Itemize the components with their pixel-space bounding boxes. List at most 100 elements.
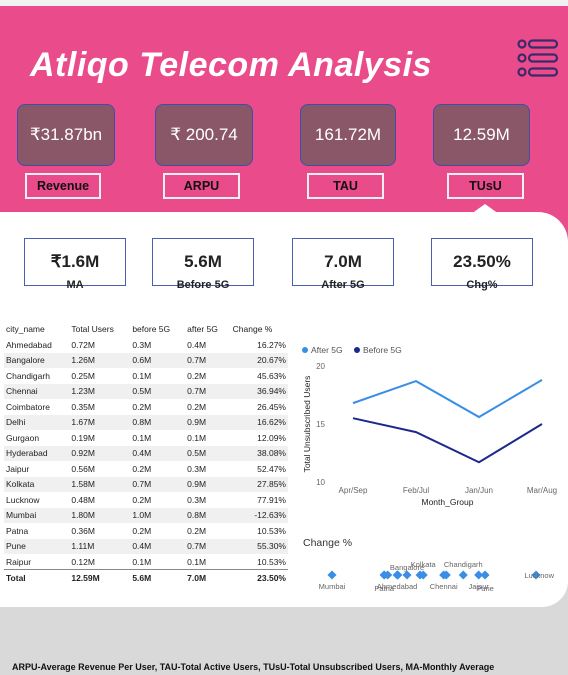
x-tick-label: Feb/Jul: [403, 486, 429, 495]
table-row[interactable]: Chennai 1.23M 0.5M 0.7M 36.94%: [4, 383, 288, 399]
col-header-city[interactable]: city_name: [6, 323, 45, 334]
before-5g-cell: 0.4M: [130, 538, 186, 554]
before-5g-cell: 0.1M: [132, 432, 152, 443]
before-5g-cell: 0.4M: [130, 445, 186, 461]
menu-icon[interactable]: [517, 38, 559, 78]
metric-ma-label: MA: [66, 279, 84, 291]
after-5g-cell: 0.7M: [185, 538, 231, 554]
total-users-cell: 1.58M: [69, 476, 131, 492]
change-cell: 52.47%: [257, 463, 286, 474]
total-users-cell: 0.19M: [71, 432, 95, 443]
kpi-arpu-label[interactable]: ARPU: [163, 173, 240, 199]
scatter-city-label: Pune: [476, 584, 494, 593]
scatter-city-label: Chennai: [430, 582, 458, 591]
scatter-city-label: Jaipur: [468, 582, 489, 591]
after-5g-cell: 0.2M: [187, 370, 207, 381]
scatter-city-label: Patna: [374, 584, 394, 593]
change-cell: 10.53%: [257, 556, 286, 567]
city-cell: Chandigarh: [6, 370, 50, 381]
city-cell: Kolkata: [4, 476, 70, 492]
table-row[interactable]: Lucknow 0.48M 0.2M 0.3M 77.91%: [4, 492, 288, 508]
before-5g-cell: 0.2M: [132, 494, 152, 505]
city-cell: Gurgaon: [6, 432, 40, 443]
metric-chg-label: Chg%: [466, 279, 498, 291]
total-users-cell: 1.11M: [69, 538, 131, 554]
top-strip: [0, 0, 568, 6]
scatter-title: Change %: [303, 537, 352, 549]
col-header-change[interactable]: Change %: [232, 323, 273, 334]
page-title: Atliqo Telecom Analysis: [30, 46, 432, 84]
table-row[interactable]: Delhi 1.67M 0.8M 0.9M 16.62%: [4, 414, 288, 430]
kpi-tusu-label[interactable]: TUsU: [447, 173, 524, 199]
legend-label: Before 5G: [363, 345, 402, 355]
table-row[interactable]: Pune 1.11M 0.4M 0.7M 55.30%: [4, 538, 288, 554]
total-users-cell: 0.92M: [69, 445, 131, 461]
series-line-before-5g: [352, 417, 543, 464]
city-cell: Jaipur: [6, 463, 30, 474]
x-tick-label: Mar/Aug: [527, 486, 557, 495]
before-5g-cell: 0.3M: [132, 339, 152, 350]
after-5g-cell: 0.1M: [187, 556, 207, 567]
scatter-city-label: Kolkata: [411, 560, 437, 569]
table-row[interactable]: Chandigarh 0.25M 0.1M 0.2M 45.63%: [4, 368, 288, 384]
col-header-before-5g[interactable]: before 5G: [132, 323, 171, 334]
city-cell: Hyderabad: [4, 445, 70, 461]
change-scatter-chart: Change % Mumbai Patna Bangalore Ahmedabad Kol…: [303, 537, 555, 593]
total-users-cell: 0.36M: [71, 525, 95, 536]
col-header-after-5g[interactable]: after 5G: [187, 323, 218, 334]
after-5g-cell: 0.3M: [187, 463, 207, 474]
scatter-city-label: Ahmedabad: [377, 582, 417, 591]
before-5g-cell: 0.2M: [132, 401, 152, 412]
table-row[interactable]: Kolkata 1.58M 0.7M 0.9M 27.85%: [4, 476, 288, 492]
kpi-revenue-card: ₹31.87bn: [17, 104, 115, 166]
city-table: city_name Total Users before 5G after 5G…: [4, 320, 288, 585]
total-users-cell: 0.72M: [71, 339, 95, 350]
after-5g-cell: 0.4M: [187, 339, 207, 350]
before-5g-cell: 0.1M: [132, 370, 152, 381]
change-cell: 16.62%: [230, 414, 288, 430]
total-before-5g: 5.6M: [130, 569, 186, 585]
y-tick-label: 15: [316, 420, 325, 429]
after-5g-cell: 0.9M: [185, 476, 231, 492]
table-row[interactable]: Raipur 0.12M 0.1M 0.1M 10.53%: [4, 554, 288, 570]
y-axis-label: Total Unsubscribed Users: [302, 376, 312, 473]
city-cell: Ahmedabad: [6, 339, 52, 350]
before-5g-cell: 0.8M: [130, 414, 186, 430]
legend-marker: [354, 347, 360, 353]
total-users-cell: 1.67M: [69, 414, 131, 430]
table-row[interactable]: Jaipur 0.56M 0.2M 0.3M 52.47%: [4, 461, 288, 477]
table-row[interactable]: Bangalore 1.26M 0.6M 0.7M 20.67%: [4, 352, 288, 368]
after-5g-cell: 0.1M: [187, 432, 207, 443]
total-users-cell: 0.12M: [71, 556, 95, 567]
y-tick-label: 10: [316, 478, 325, 487]
before-5g-cell: 0.5M: [130, 383, 186, 399]
change-cell: 38.08%: [230, 445, 288, 461]
unsubscribed-line-chart: After 5G Before 5G 10 15 20 Total Unsubscribe…: [302, 345, 557, 507]
kpi-revenue-label[interactable]: Revenue: [25, 173, 101, 199]
change-cell: 45.63%: [257, 370, 286, 381]
before-5g-cell: 0.2M: [132, 463, 152, 474]
metric-ma-card: ₹1.6M: [24, 238, 126, 286]
city-cell: Lucknow: [6, 494, 40, 505]
after-5g-cell: 0.5M: [185, 445, 231, 461]
before-5g-cell: 0.6M: [130, 352, 186, 368]
after-5g-cell: 0.2M: [187, 401, 207, 412]
kpi-tau-label[interactable]: TAU: [307, 173, 384, 199]
after-5g-cell: 0.9M: [185, 414, 231, 430]
change-cell: 36.94%: [230, 383, 288, 399]
total-change: 23.50%: [230, 569, 288, 585]
city-cell: Raipur: [6, 556, 32, 567]
scatter-city-label: Chandigarh: [444, 560, 483, 569]
table-row[interactable]: Gurgaon 0.19M 0.1M 0.1M 12.09%: [4, 430, 288, 446]
metric-chg-card: 23.50%: [431, 238, 533, 286]
total-users-cell: 1.26M: [69, 352, 131, 368]
before-5g-cell: 0.2M: [132, 525, 152, 536]
table-row[interactable]: Ahmedabad 0.72M 0.3M 0.4M 16.27%: [4, 337, 288, 353]
col-header-total-users[interactable]: Total Users: [71, 323, 114, 334]
table-row[interactable]: Mumbai 1.80M 1.0M 0.8M -12.63%: [4, 507, 288, 523]
scatter-point: [327, 570, 337, 580]
after-5g-cell: 0.8M: [185, 507, 231, 523]
table-row[interactable]: Patna 0.36M 0.2M 0.2M 10.53%: [4, 523, 288, 539]
table-row[interactable]: Hyderabad 0.92M 0.4M 0.5M 38.08%: [4, 445, 288, 461]
table-row[interactable]: Coimbatore 0.35M 0.2M 0.2M 26.45%: [4, 399, 288, 415]
